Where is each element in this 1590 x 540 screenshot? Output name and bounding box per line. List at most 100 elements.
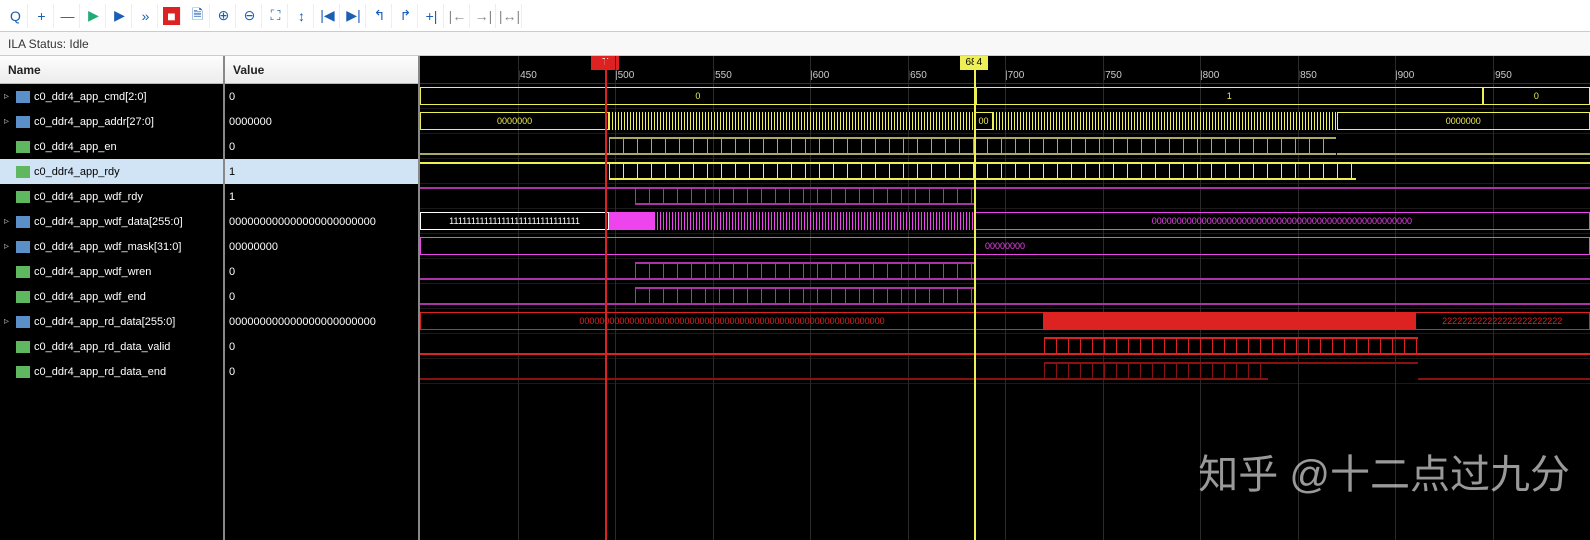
signal-value-row[interactable]: 1 <box>225 184 418 209</box>
bus-signal-icon <box>16 216 30 228</box>
add-marker-icon[interactable]: +| <box>420 4 444 28</box>
wave-segment <box>420 162 609 164</box>
wave-segment: 0000000000000000000000000000000000000000… <box>420 312 1044 330</box>
ila-status-bar: ILA Status: Idle <box>0 32 1590 56</box>
cursor-line-yellow[interactable] <box>974 56 976 540</box>
signal-value-row[interactable]: 0 <box>225 284 418 309</box>
ruler-tick: |750 <box>1103 70 1122 81</box>
signal-value-row[interactable]: 000000000000000000000000 <box>225 209 418 234</box>
expand-icon[interactable]: ▹ <box>4 316 16 327</box>
name-column-header[interactable]: Name <box>0 56 223 84</box>
run-immediate-icon[interactable]: » <box>134 4 158 28</box>
wave-segment <box>993 112 1336 130</box>
ruler-tick: |500 <box>615 70 634 81</box>
signal-name-row[interactable]: c0_ddr4_app_wdf_end <box>0 284 223 309</box>
bit-signal-icon <box>16 141 30 153</box>
signal-value-row[interactable]: 1 <box>225 159 418 184</box>
expand-icon[interactable]: ▹ <box>4 91 16 102</box>
signal-name-row[interactable]: c0_ddr4_app_rdy <box>0 159 223 184</box>
zoom-out-icon[interactable]: ⊖ <box>238 4 262 28</box>
signal-value-label: 0 <box>229 366 235 378</box>
ruler-tick: |600 <box>810 70 829 81</box>
signal-value-row[interactable]: 0000000 <box>225 109 418 134</box>
last-icon[interactable]: ▶| <box>342 4 366 28</box>
expand-icon[interactable]: ▹ <box>4 241 16 252</box>
cursor-line-red[interactable] <box>605 56 607 540</box>
signal-value-label: 1 <box>229 191 235 203</box>
bit-signal-icon <box>16 366 30 378</box>
wave-segment <box>420 378 1044 380</box>
wave-segment: 00000000 <box>420 237 1590 255</box>
run-trigger-icon[interactable]: ▶ <box>82 4 106 28</box>
first-icon[interactable]: |◀ <box>316 4 340 28</box>
wave-segment <box>1356 162 1590 164</box>
wave-segment: 222222222222222222222222 <box>1415 312 1590 330</box>
zoom-fit-icon[interactable]: ⛶ <box>264 4 288 28</box>
signal-value-row[interactable]: 0 <box>225 259 418 284</box>
signal-value-label: 0 <box>229 266 235 278</box>
ruler-tick: |650 <box>908 70 927 81</box>
toolbar: Q+—▶▶»■🗎⊕⊖⛶↕|◀▶|↰↱+||←→||↔| <box>0 0 1590 32</box>
signal-value-label: 0 <box>229 141 235 153</box>
zoom-in-icon[interactable]: ⊕ <box>212 4 236 28</box>
bus-signal-icon <box>16 91 30 103</box>
waveform-area[interactable]: |450|500|550|600|650|700|750|800|850|900… <box>420 56 1590 540</box>
signal-value-row[interactable]: 0 <box>225 359 418 384</box>
signal-value-label: 0 <box>229 91 235 103</box>
ruler-tick: |900 <box>1395 70 1414 81</box>
signal-name-row[interactable]: ▹ c0_ddr4_app_wdf_data[255:0] <box>0 209 223 234</box>
bus-signal-icon <box>16 116 30 128</box>
signal-name-row[interactable]: ▹ c0_ddr4_app_cmd[2:0] <box>0 84 223 109</box>
wave-segment <box>1418 353 1590 355</box>
ruler-tick: |850 <box>1298 70 1317 81</box>
signal-name-row[interactable]: ▹ c0_ddr4_app_wdf_mask[31:0] <box>0 234 223 259</box>
signal-name-label: c0_ddr4_app_wdf_data[255:0] <box>34 216 183 228</box>
wave-segment <box>420 303 635 305</box>
export-icon[interactable]: 🗎 <box>186 4 210 28</box>
signal-name-row[interactable]: c0_ddr4_app_rd_data_valid <box>0 334 223 359</box>
signal-name-label: c0_ddr4_app_rdy <box>34 166 120 178</box>
signal-name-label: c0_ddr4_app_wdf_rdy <box>34 191 143 203</box>
signal-value-row[interactable]: 0 <box>225 84 418 109</box>
value-column-header[interactable]: Value <box>225 56 418 84</box>
name-column: Name ▹ c0_ddr4_app_cmd[2:0] ▹c0_ddr4_app_a… <box>0 56 225 540</box>
signal-value-row[interactable]: 0 <box>225 134 418 159</box>
expand-icon[interactable]: ▹ <box>4 216 16 227</box>
wave-segment <box>1268 362 1418 364</box>
signal-name-label: c0_ddr4_app_wdf_mask[31:0] <box>34 241 181 253</box>
ruler-tick: |450 <box>518 70 537 81</box>
run-icon[interactable]: ▶ <box>108 4 132 28</box>
next-marker-icon[interactable]: →| <box>472 4 496 28</box>
signal-name-row[interactable]: c0_ddr4_app_en <box>0 134 223 159</box>
signal-value-label: 00000000 <box>229 241 278 253</box>
wave-segment: 0000000 <box>1337 112 1590 130</box>
goto-cursor-icon[interactable]: ↕ <box>290 4 314 28</box>
search-icon[interactable]: Q <box>4 4 28 28</box>
wave-segment: 00 <box>974 112 994 130</box>
signal-name-label: c0_ddr4_app_en <box>34 141 117 153</box>
wave-segment <box>420 278 635 280</box>
signal-name-row[interactable]: ▹c0_ddr4_app_rd_data[255:0] <box>0 309 223 334</box>
signal-name-row[interactable]: c0_ddr4_app_rd_data_end <box>0 359 223 384</box>
swap-marker-icon[interactable]: |↔| <box>498 4 522 28</box>
expand-icon[interactable]: ▹ <box>4 116 16 127</box>
remove-icon[interactable]: — <box>56 4 80 28</box>
next-edge-icon[interactable]: ↱ <box>394 4 418 28</box>
signal-name-row[interactable]: ▹c0_ddr4_app_addr[27:0] <box>0 109 223 134</box>
bit-signal-icon <box>16 341 30 353</box>
wave-segment <box>974 278 1590 280</box>
signal-name-row[interactable]: c0_ddr4_app_wdf_wren <box>0 259 223 284</box>
signal-value-row[interactable]: 000000000000000000000000 <box>225 309 418 334</box>
signal-value-row[interactable]: 0 <box>225 334 418 359</box>
prev-marker-icon[interactable]: |← <box>446 4 470 28</box>
prev-edge-icon[interactable]: ↰ <box>368 4 392 28</box>
wave-segment <box>974 303 1590 305</box>
wave-segment <box>1044 362 1268 380</box>
signal-name-label: c0_ddr4_app_cmd[2:0] <box>34 91 147 103</box>
wave-segment <box>1044 312 1415 330</box>
wave-segment <box>609 162 1356 180</box>
stop-icon[interactable]: ■ <box>163 7 181 25</box>
signal-name-row[interactable]: c0_ddr4_app_wdf_rdy <box>0 184 223 209</box>
signal-value-row[interactable]: 00000000 <box>225 234 418 259</box>
add-icon[interactable]: + <box>30 4 54 28</box>
